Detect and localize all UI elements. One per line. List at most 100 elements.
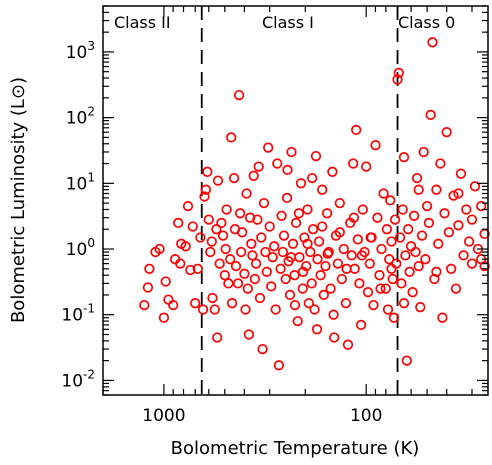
data-point [403,224,414,235]
data-point [317,184,328,195]
data-point [352,234,363,245]
data-point [408,210,420,221]
data-point [197,304,209,315]
data-point [307,172,318,184]
data-point [266,281,277,292]
data-point [211,224,222,235]
data-point [256,232,267,243]
data-point [187,221,198,232]
data-point [175,258,186,269]
data-point [340,298,352,309]
data-point [416,230,428,241]
data-point [413,184,424,195]
data-point [336,273,347,285]
data-point [185,264,196,276]
data-point [216,217,227,229]
data-point [309,304,320,315]
y-tick-label: 10-1 [61,302,95,326]
data-point [355,319,367,331]
data-point [382,304,394,315]
data-point [230,260,242,272]
data-point [258,197,270,209]
data-point [144,263,155,274]
data-point [425,109,436,121]
data-point [295,178,307,189]
data-point [311,324,323,335]
data-point [389,214,401,225]
data-point [249,273,261,285]
data-point [411,172,423,184]
data-point [163,294,174,305]
data-point [368,299,379,311]
class-label-ii: Class II [114,13,171,32]
data-point [302,204,313,215]
data-point [168,299,179,311]
x-tick-label: 100 [350,406,382,426]
data-point [479,260,490,272]
data-point [195,232,206,243]
data-point [410,246,421,258]
data-point [264,221,275,232]
data-point [374,270,385,281]
data-point [413,260,424,272]
data-point [253,161,264,172]
data-point [242,283,253,294]
y-tick-label: 10-2 [61,367,95,391]
data-point [228,172,240,184]
data-point [273,360,285,371]
data-point [269,241,280,252]
data-point [392,74,403,85]
data-point [260,246,271,258]
data-point [439,208,450,219]
data-point [384,254,395,265]
data-point [293,208,305,219]
data-point [234,208,246,219]
y-tick-label: 101 [66,170,95,194]
data-point [433,238,444,249]
data-point [219,270,230,281]
data-point [207,292,218,304]
data-point [214,258,225,269]
data-point [441,127,452,138]
data-point [458,250,469,261]
data-point [292,315,303,327]
class-label-0: Class 0 [398,13,455,32]
data-point [289,299,301,311]
data-point [398,298,410,309]
x-tick-label: 1000 [142,406,185,426]
x-axis-label: Bolometric Temperature (K) [171,438,420,459]
data-point [212,332,223,343]
data-point [241,188,252,199]
data-point [202,166,213,177]
data-point [421,200,433,212]
data-point [250,258,262,269]
data-point [322,248,333,259]
data-point [448,190,459,201]
data-point [431,184,442,195]
data-point [217,230,229,241]
data-point [320,260,331,272]
data-point [275,263,286,274]
data-point [212,175,224,186]
data-point [315,270,326,281]
data-point [289,270,300,281]
data-point [246,238,257,249]
data-point [466,258,478,269]
data-point [261,266,272,277]
data-point [206,236,217,247]
y-tick-label: 103 [66,39,95,63]
data-point [341,263,352,274]
data-point [378,188,389,199]
data-point [342,339,354,350]
data-point [387,273,398,285]
data-point [192,263,203,274]
data-point [270,304,281,315]
data-point [386,263,397,274]
data-point [248,170,259,181]
data-point [252,214,263,225]
data-point [232,278,244,289]
data-point [401,355,412,366]
axis-ticks: 10-2 10-1 100 101 102 103 1000 100 [61,5,488,426]
data-point [346,250,357,261]
